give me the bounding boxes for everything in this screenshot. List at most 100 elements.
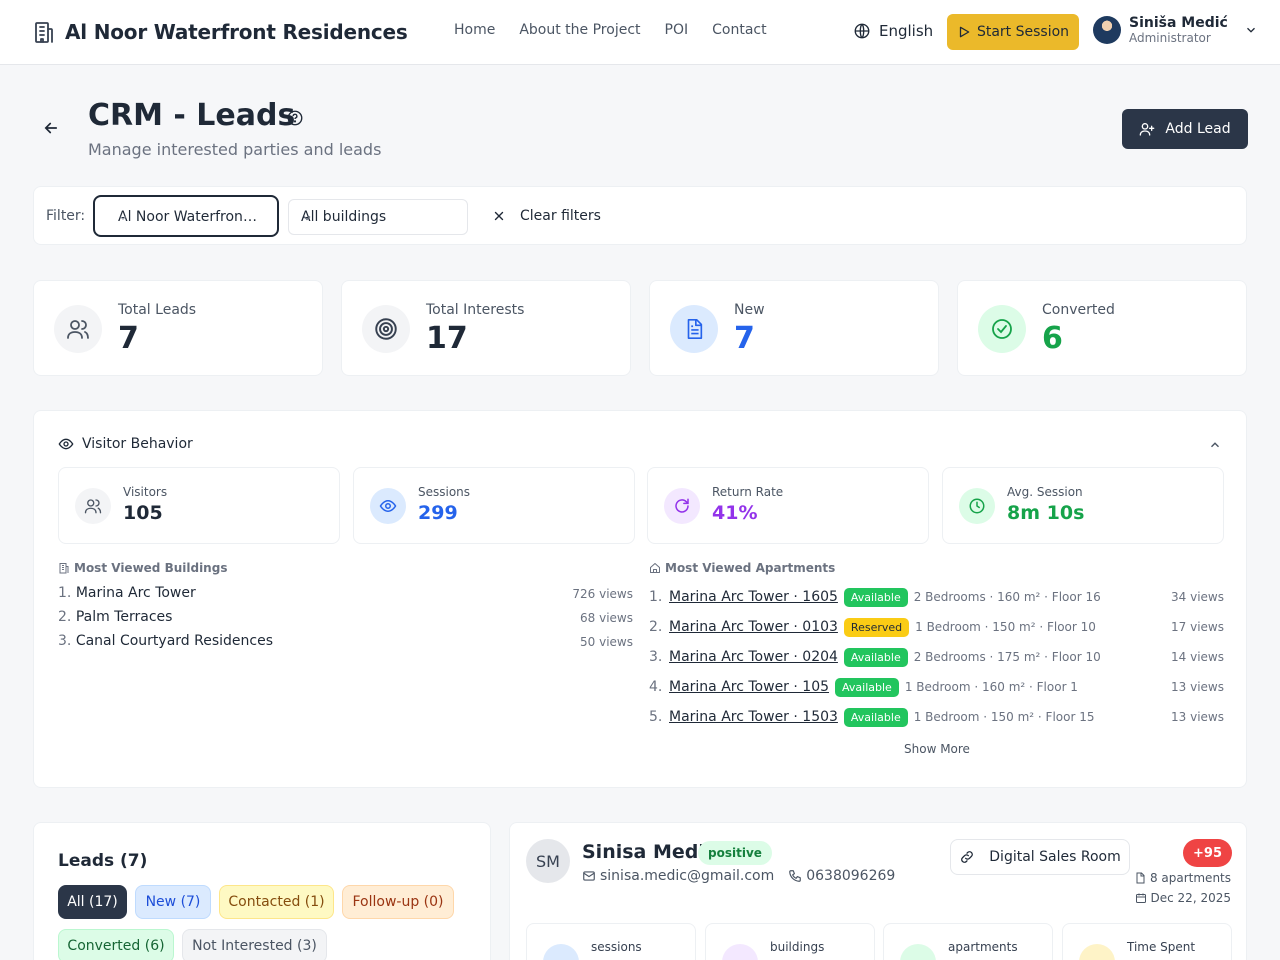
stat-label: Total Leads	[118, 302, 197, 318]
check-circle-icon	[978, 305, 1026, 353]
rank: 5.	[649, 709, 663, 725]
lead-apartments-count: 8 apartments	[1134, 871, 1231, 885]
user-name: Siniša Medić	[1129, 15, 1228, 31]
apartment-link[interactable]: Marina Arc Tower · 1503	[669, 709, 838, 725]
apartment-detail: 2 Bedrooms · 175 m² · Floor 10	[913, 650, 1101, 664]
stat-total-leads: Total Leads 7	[33, 280, 323, 376]
kpi-label: Time Spent	[1127, 940, 1196, 954]
page-subtitle: Manage interested parties and leads	[88, 140, 382, 159]
globe-icon	[853, 22, 871, 40]
lead-email[interactable]: sinisa.medic@gmail.com	[600, 868, 775, 884]
apartments-count-label: 8 apartments	[1149, 871, 1231, 885]
building-icon	[32, 20, 56, 44]
visitor-behavior-header[interactable]: Visitor Behavior	[58, 436, 193, 452]
view-count: 13 views	[1171, 710, 1224, 724]
view-count: 17 views	[1171, 620, 1224, 634]
kpi-sessions: sessions	[526, 923, 696, 960]
nav-about[interactable]: About the Project	[519, 22, 641, 38]
clock-icon	[1079, 944, 1115, 960]
rank: 3.	[649, 649, 663, 665]
leads-panel: Leads (7) All (17) New (7) Contacted (1)…	[33, 822, 491, 960]
chip-not-interested[interactable]: Not Interested (3)	[182, 929, 327, 960]
building-row[interactable]: 3. Canal Courtyard Residences 50 views	[58, 633, 633, 653]
lead-avatar: SM	[526, 839, 570, 883]
apartment-link[interactable]: Marina Arc Tower · 105	[669, 679, 830, 695]
page-title: CRM - Leads	[88, 98, 296, 133]
leads-title: Leads (7)	[58, 851, 148, 871]
chevron-up-icon[interactable]	[1208, 438, 1222, 452]
rank: 1.	[58, 585, 72, 601]
brand[interactable]: Al Noor Waterfront Residences	[32, 20, 408, 44]
rank: 4.	[649, 679, 663, 695]
apartment-row: 5. Marina Arc Tower · 1503 Available 1 B…	[649, 706, 1224, 728]
document-icon	[670, 305, 718, 353]
lead-date: Dec 22, 2025	[1135, 891, 1231, 905]
filter-bar: Filter: Al Noor Waterfront Residences Al…	[33, 186, 1247, 245]
most-viewed-apartments-title: Most Viewed Apartments	[649, 561, 835, 575]
home-icon	[900, 944, 936, 960]
metric-sessions: Sessions 299	[353, 467, 635, 544]
sentiment-badge: positive	[698, 841, 772, 865]
building-row[interactable]: 2. Palm Terraces 68 views	[58, 609, 633, 629]
users-icon	[54, 305, 102, 353]
lead-name: Sinisa Medic	[582, 841, 717, 863]
rank: 1.	[649, 589, 663, 605]
stat-value: 7	[118, 321, 139, 356]
chip-contacted[interactable]: Contacted (1)	[219, 885, 334, 919]
project-select[interactable]: Al Noor Waterfront Residences	[93, 195, 279, 237]
metric-visitors: Visitors 105	[58, 467, 340, 544]
metric-value: 8m 10s	[1007, 502, 1085, 524]
apartment-detail: 1 Bedroom · 160 m² · Floor 1	[904, 680, 1078, 694]
user-menu[interactable]: Siniša Medić Administrator	[1093, 15, 1258, 45]
apartment-link[interactable]: Marina Arc Tower · 0103	[669, 619, 838, 635]
buildings-select[interactable]: All buildings	[288, 199, 468, 235]
digital-sales-room-button[interactable]: Digital Sales Room	[950, 839, 1130, 875]
most-viewed-buildings-title: Most Viewed Buildings	[58, 561, 227, 575]
show-more-button[interactable]: Show More	[904, 742, 970, 756]
user-role: Administrator	[1129, 31, 1211, 45]
apartment-row: 3. Marina Arc Tower · 0204 Available 2 B…	[649, 646, 1224, 668]
apartment-detail: 1 Bedroom · 150 m² · Floor 10	[915, 620, 1096, 634]
building-row[interactable]: 1. Marina Arc Tower 726 views	[58, 585, 633, 605]
start-session-label: Start Session	[976, 24, 1070, 40]
chevron-down-icon	[118, 213, 258, 223]
language-selector[interactable]: English	[853, 22, 933, 40]
add-lead-label: Add Lead	[1165, 121, 1231, 137]
start-session-button[interactable]: Start Session	[947, 14, 1079, 50]
user-plus-icon	[1139, 121, 1155, 137]
chip-follow-up[interactable]: Follow-up (0)	[342, 885, 454, 919]
lead-phone[interactable]: 0638096269	[806, 868, 896, 884]
top-bar: Al Noor Waterfront Residences Home About…	[0, 0, 1280, 65]
apartment-link[interactable]: Marina Arc Tower · 1605	[669, 589, 838, 605]
view-count: 13 views	[1171, 680, 1224, 694]
stat-value: 17	[426, 321, 468, 356]
main-nav: Home About the Project POI Contact	[454, 22, 791, 38]
nav-contact[interactable]: Contact	[712, 22, 767, 38]
eye-icon	[370, 488, 406, 524]
document-icon	[1134, 872, 1146, 884]
apartment-link[interactable]: Marina Arc Tower · 0204	[669, 649, 838, 665]
building-icon	[58, 562, 70, 574]
close-icon	[492, 209, 506, 223]
stat-converted: Converted 6	[957, 280, 1247, 376]
stat-new: New 7	[649, 280, 939, 376]
stat-value: 7	[734, 321, 755, 356]
back-arrow-icon[interactable]	[42, 119, 60, 137]
chip-all[interactable]: All (17)	[58, 885, 127, 919]
stat-total-interests: Total Interests 17	[341, 280, 631, 376]
add-lead-button[interactable]: Add Lead	[1122, 109, 1248, 149]
nav-home[interactable]: Home	[454, 22, 496, 38]
rank: 2.	[649, 619, 663, 635]
kpi-time-spent: Time Spent	[1062, 923, 1232, 960]
nav-poi[interactable]: POI	[664, 22, 689, 38]
view-count: 68 views	[580, 611, 633, 625]
chip-converted[interactable]: Converted (6)	[58, 929, 174, 960]
help-icon[interactable]	[286, 109, 304, 127]
chip-new[interactable]: New (7)	[135, 885, 211, 919]
building-icon	[722, 944, 758, 960]
apartment-detail: 2 Bedrooms · 160 m² · Floor 16	[913, 590, 1101, 604]
section-label: Most Viewed Buildings	[74, 561, 228, 575]
clear-filters-button[interactable]: Clear filters	[492, 208, 601, 224]
kpi-label: apartments	[948, 940, 1018, 954]
chevron-down-icon	[1244, 23, 1258, 37]
